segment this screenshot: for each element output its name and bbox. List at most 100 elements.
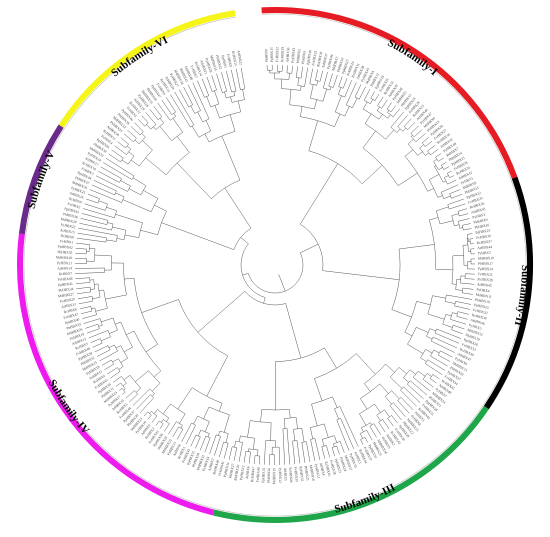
tree-branch	[75, 267, 105, 269]
tree-branch	[178, 299, 228, 357]
tree-branch	[100, 338, 103, 344]
tree-branch	[257, 449, 259, 456]
tree-branch	[112, 376, 122, 383]
leaf-label: PyHBX44	[326, 54, 334, 70]
tree-branch	[419, 147, 426, 156]
leaf-label: PpHBX1	[221, 55, 228, 69]
tree-branch	[437, 350, 441, 356]
tree-branch	[75, 277, 90, 279]
tree-branch	[356, 353, 376, 375]
leaf-label: AtHBX6	[245, 466, 251, 480]
tree-branch	[108, 153, 121, 163]
leaf-label: PpHBX40	[64, 317, 80, 325]
tree-branch	[360, 398, 368, 410]
tree-branch	[427, 373, 432, 377]
tree-branch	[122, 199, 152, 213]
tree-branch	[135, 387, 141, 393]
tree-branch	[336, 445, 340, 455]
leaf-label: PyHBX14	[202, 456, 211, 472]
tree-branch	[447, 170, 452, 174]
tree-branch	[427, 188, 434, 192]
tree-branch	[98, 171, 120, 183]
tree-branch	[295, 417, 298, 429]
tree-branch	[114, 344, 118, 352]
tree-branch	[105, 203, 108, 211]
tree-branch	[192, 82, 210, 120]
tree-branch	[76, 237, 106, 243]
tree-branch	[366, 430, 373, 441]
tree-branch	[204, 133, 210, 143]
tree-branch	[457, 208, 467, 212]
subfamily-arc	[58, 10, 236, 128]
tree-branch	[191, 125, 200, 138]
leaf-label: PyHBX48	[442, 142, 457, 154]
leaf-labels: PbHBX8 PpHBX15 FvHBX22 RcHBX29 AtHBX36 PyHBX4…	[56, 47, 494, 484]
tree-branch	[417, 151, 423, 156]
tree-branch	[119, 388, 123, 391]
leaf-label: RcHBX37	[477, 239, 493, 245]
tree-branch	[438, 157, 444, 162]
tree-branch	[133, 330, 162, 371]
tree-branch	[311, 404, 318, 426]
leaf-label: AtHBX14	[57, 266, 72, 270]
tree-branch	[143, 190, 158, 199]
tree-branch	[414, 129, 423, 138]
leaf-label: RcHBX8	[60, 234, 74, 240]
leaf-label: PpHBX25	[474, 303, 490, 310]
leaf-label: PpHBX33	[261, 467, 266, 482]
tree-branch	[334, 113, 341, 127]
leaf-label: PpHBX16	[306, 49, 312, 65]
tree-branch	[159, 126, 172, 141]
leaf-label: FvHBX1	[60, 239, 74, 244]
tree-branch	[145, 157, 167, 176]
tree-branch	[264, 440, 266, 465]
leaf-label: PbHBX16	[474, 223, 490, 230]
leaf-label: AtHBX9	[140, 423, 151, 436]
tree-branch	[80, 218, 107, 225]
leaf-label: RcHBX9	[68, 197, 82, 205]
leaf-label: RcHBX47	[250, 466, 256, 482]
tree-branch	[226, 95, 235, 99]
leaf-label: FvHBX29	[468, 196, 484, 204]
tree-branch	[463, 228, 472, 231]
leaf-label: AtHBX8	[172, 443, 182, 457]
tree-branch	[161, 99, 173, 115]
tree-branch	[83, 318, 101, 324]
tree-branch	[120, 382, 126, 389]
tree-branch	[449, 203, 466, 210]
tree-branch	[247, 420, 251, 438]
leaf-label: MdHBX34	[173, 69, 184, 85]
leaf-label: MdHBX12	[467, 328, 484, 337]
tree-branches	[75, 65, 476, 466]
tree-branch	[107, 330, 111, 337]
tree-branch	[397, 115, 408, 127]
tree-branch	[198, 130, 211, 138]
tree-branch	[118, 366, 124, 370]
tree-branch	[136, 394, 151, 410]
tree-branch	[240, 243, 266, 298]
tree-branch	[197, 429, 202, 437]
leaf-label: MdHBX13	[452, 361, 468, 372]
subfamily-arc	[212, 405, 489, 523]
tree-branch	[449, 175, 454, 178]
tree-branch	[415, 133, 426, 142]
leaf-label: FvHBX39	[293, 467, 298, 483]
tree-branch	[334, 408, 339, 420]
leaf-label: FvHBX33	[461, 342, 477, 352]
tree-branch	[121, 196, 125, 203]
leaf-label: AtHBX22	[236, 50, 242, 65]
tree-branch	[77, 296, 93, 300]
tree-branch	[115, 214, 143, 224]
tree-branch	[369, 425, 377, 438]
tree-branch	[106, 220, 109, 225]
leaf-label: PpHBX39	[78, 351, 93, 361]
tree-branch	[120, 357, 128, 363]
tree-branch	[282, 428, 285, 465]
tree-branch	[130, 126, 141, 136]
subfamily-label: Subfamily-IV	[46, 378, 92, 437]
tree-branch	[223, 414, 230, 433]
tree-branch	[390, 105, 396, 113]
tree-branch	[238, 442, 243, 462]
leaf-label: MdHBX19	[272, 468, 276, 484]
tree-branch	[376, 106, 380, 111]
